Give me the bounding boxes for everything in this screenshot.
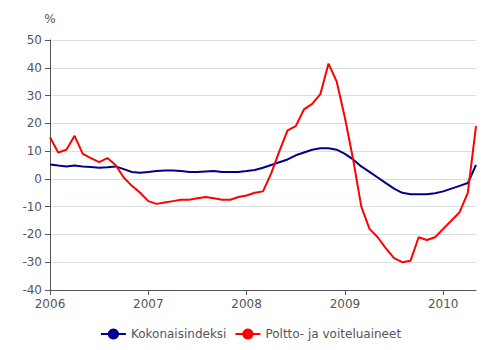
svg-text:2007: 2007: [133, 297, 164, 311]
svg-text:40: 40: [27, 61, 42, 75]
svg-text:20: 20: [27, 116, 42, 130]
svg-text:Kokonaisindeksi: Kokonaisindeksi: [131, 327, 227, 341]
svg-text:-10: -10: [22, 200, 42, 214]
svg-text:2006: 2006: [35, 297, 66, 311]
svg-text:-40: -40: [22, 283, 42, 297]
svg-text:30: 30: [27, 89, 42, 103]
svg-text:50: 50: [27, 33, 42, 47]
svg-text:Poltto- ja voiteluaineet: Poltto- ja voiteluaineet: [265, 327, 401, 341]
svg-text:2008: 2008: [231, 297, 262, 311]
svg-text:2009: 2009: [330, 297, 361, 311]
svg-text:-30: -30: [22, 255, 42, 269]
svg-text:0: 0: [34, 172, 42, 186]
svg-text:-20: -20: [22, 227, 42, 241]
svg-text:2010: 2010: [428, 297, 459, 311]
svg-text:10: 10: [27, 144, 42, 158]
svg-text:%: %: [44, 12, 55, 26]
